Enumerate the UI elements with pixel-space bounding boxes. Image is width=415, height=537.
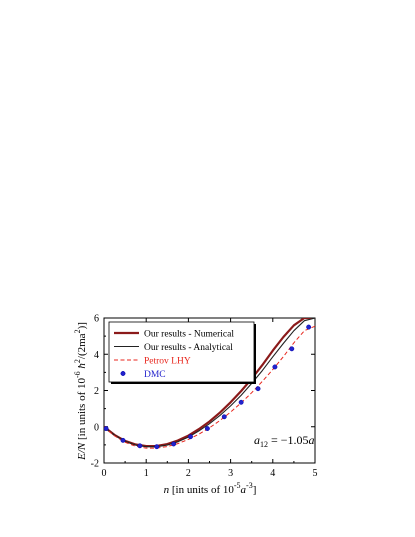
y-axis-exp-3: 2 xyxy=(73,329,82,333)
dmc-point xyxy=(188,434,193,440)
series-layer xyxy=(104,318,315,450)
legend-label-1: Our results - Numerical xyxy=(144,330,234,340)
dmc-point xyxy=(306,324,312,330)
x-tick-label: 3 xyxy=(228,468,233,479)
dmc-point xyxy=(120,437,126,443)
dmc-point xyxy=(104,426,109,432)
y-axis-text-2: /(2ma xyxy=(76,333,88,359)
y-axis-text-3: )] xyxy=(76,322,88,329)
y-axis-var: E/N xyxy=(76,442,88,461)
y-axis-label: E/N [in units of 10-6 ħ2/(2ma2)] xyxy=(73,322,88,461)
y-axis-hbar: ħ xyxy=(76,363,88,372)
x-tick-label: 1 xyxy=(144,468,149,479)
dmc-point xyxy=(221,414,227,420)
y-axis-exp-1: -6 xyxy=(73,371,82,378)
x-tick-label: 4 xyxy=(270,468,275,479)
legend-label-4: DMC xyxy=(144,370,166,380)
dmc-point xyxy=(272,364,278,370)
legend: Our results - Numerical Our results - Ana… xyxy=(108,321,256,384)
y-tick-label: -2 xyxy=(91,459,99,470)
legend-label-3: Petrov LHY xyxy=(144,357,191,367)
scattering-length-annotation: a12 = −1.05a xyxy=(254,433,315,449)
x-axis-unit: a xyxy=(241,484,247,496)
dmc-point xyxy=(137,443,143,449)
y-tick-label: 0 xyxy=(94,422,99,433)
annotation-value: = −1.05 xyxy=(268,433,309,447)
x-tick-label: 0 xyxy=(102,468,107,479)
annotation-sub: 12 xyxy=(260,440,268,449)
y-tick-label: 4 xyxy=(94,350,99,361)
x-tick-label: 5 xyxy=(313,468,318,479)
dmc-point xyxy=(238,399,244,405)
annotation-var: a xyxy=(254,433,260,447)
x-axis-var: n xyxy=(164,484,170,496)
x-tick-label: 2 xyxy=(186,468,191,479)
dmc-point xyxy=(154,444,160,450)
y-axis-text-1: [in units of 10 xyxy=(76,378,88,443)
dmc-point xyxy=(204,426,210,432)
x-axis-text-1: [in units of 10 xyxy=(169,484,234,496)
y-tick-label: 6 xyxy=(94,314,99,325)
annotation-unit: a xyxy=(309,433,315,447)
x-axis-label: n [in units of 10-5a-3] xyxy=(164,481,257,496)
y-tick-label: 2 xyxy=(94,386,99,397)
dmc-point xyxy=(171,441,177,447)
dmc-point xyxy=(289,346,295,352)
y-axis-exp-2: 2 xyxy=(73,359,82,363)
x-axis-text-2: ] xyxy=(253,484,257,496)
legend-label-2: Our results - Analytical xyxy=(144,343,233,353)
dmc-point xyxy=(255,386,261,392)
x-axis-exp-1: -5 xyxy=(234,481,241,490)
legend-marker-dmc xyxy=(120,371,126,376)
x-axis-exp-2: -3 xyxy=(246,481,253,490)
